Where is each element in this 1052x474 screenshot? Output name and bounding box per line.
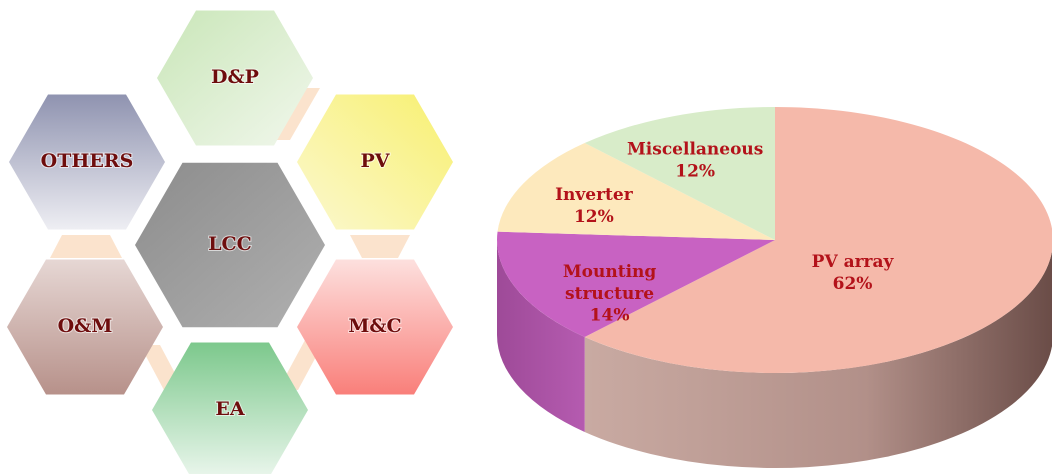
hexagon-label: D&P [211, 66, 259, 88]
slice [497, 231, 775, 337]
hexagon [297, 259, 453, 395]
hexagon-label: M&C [348, 315, 401, 337]
slice-value-label: 12% [675, 162, 715, 182]
hexagon [157, 10, 313, 146]
hexagon-group: D&P OTHERS PV LCC O&M M&C EA [7, 10, 453, 474]
slice-value-label: 14% [590, 305, 630, 325]
hexagon-label: O&M [58, 315, 113, 337]
slice-label: Miscellaneous [627, 140, 763, 160]
hexagon-label: LCC [208, 233, 252, 255]
slice-label: Mounting structure [563, 261, 657, 303]
hexagon [152, 342, 308, 474]
slice-label: Inverter [555, 185, 634, 205]
connector [50, 235, 122, 258]
slice-label: PV array [812, 252, 895, 272]
slice-label-line: Mounting [563, 261, 657, 281]
slice-side [497, 240, 585, 432]
hexagon [297, 94, 453, 230]
hexagon [9, 94, 165, 230]
slice-side [584, 250, 1052, 468]
hexagon [7, 259, 163, 395]
slice [584, 107, 775, 240]
hexagon [135, 162, 325, 328]
slice-value-label: 62% [833, 274, 873, 294]
slice-value-label: 12% [574, 207, 614, 227]
slice [497, 143, 775, 240]
connector [350, 235, 410, 258]
hexagon-label: OTHERS [41, 150, 134, 172]
slice-label-line: structure [565, 283, 654, 303]
slice [584, 107, 1052, 373]
hexagon-label: PV [360, 150, 390, 172]
hexagon-label: EA [215, 398, 244, 420]
